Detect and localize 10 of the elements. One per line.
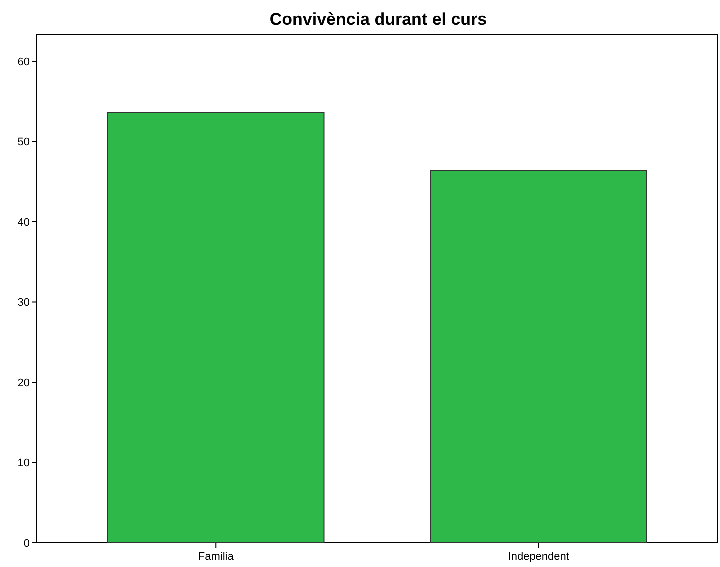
y-tick-label: 30 [18, 297, 30, 310]
x-tick-label: Independent [508, 551, 570, 563]
x-tick-label: Familia [198, 551, 235, 563]
chart-title: Convivència durant el curs [270, 10, 488, 29]
y-tick-label: 50 [18, 136, 30, 149]
y-tick-label: 60 [18, 56, 30, 68]
y-tick-label: 20 [18, 377, 30, 390]
y-tick-label: 40 [18, 216, 30, 229]
y-tick-label: 10 [18, 458, 30, 470]
y-tick-label: 0 [24, 538, 30, 550]
